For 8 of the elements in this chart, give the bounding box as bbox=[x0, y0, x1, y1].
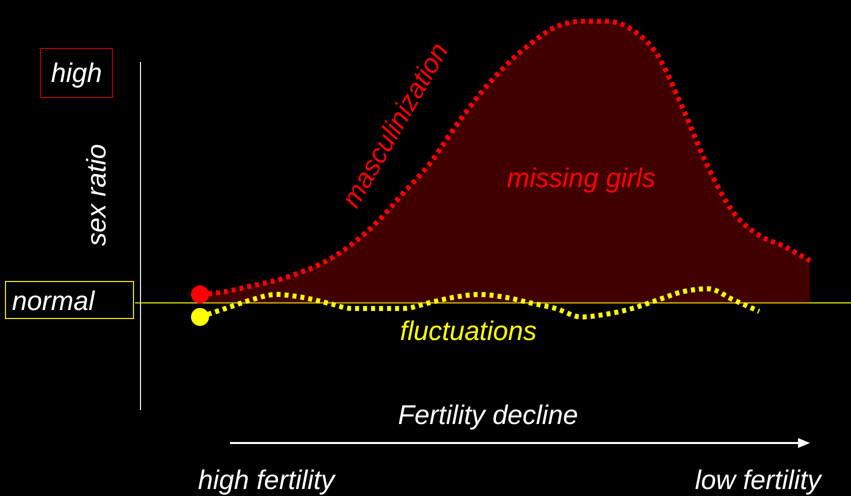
text: low fertility bbox=[695, 465, 822, 496]
text: high bbox=[40, 48, 114, 98]
ref-line-label: normal bbox=[5, 280, 134, 319]
y-axis-title: sex ratio bbox=[82, 144, 112, 246]
text: high fertility bbox=[198, 465, 335, 496]
series-label: fluctuations bbox=[400, 316, 537, 347]
x-axis-title: Fertility decline bbox=[398, 400, 578, 431]
annotation: missing girls bbox=[507, 163, 656, 194]
